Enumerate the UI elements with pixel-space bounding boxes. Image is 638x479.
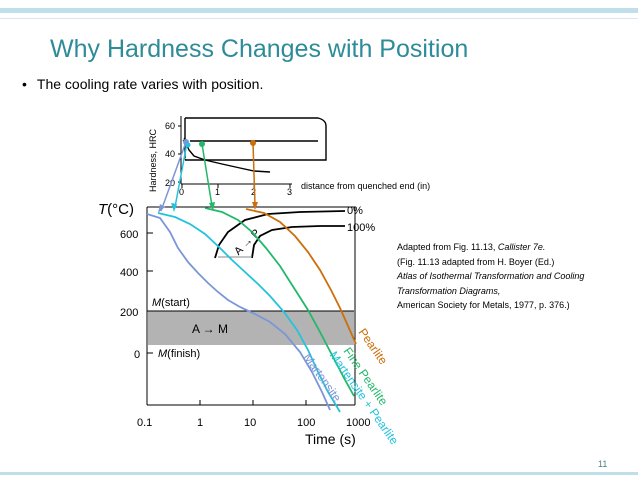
hardness-plot: 60 40 20 0 1 2 3 Hardness, HRC distance … (148, 116, 430, 197)
top-rule (0, 8, 638, 13)
point-fine-pearlite (199, 141, 205, 147)
ttt-ytick: 200 (120, 307, 138, 319)
m-start-label: M(start) (152, 297, 190, 309)
point-pearlite (250, 140, 256, 146)
bullet-dot-icon: • (22, 76, 27, 92)
ttt-ytick: 600 (120, 229, 138, 241)
bullet-item: • The cooling rate varies with position. (22, 76, 263, 92)
hardness-x-label: distance from quenched end (in) (301, 181, 430, 191)
slide-title: Why Hardness Changes with Position (50, 35, 469, 63)
start-curve-0pct (214, 210, 346, 259)
a-to-m-label: A → M (192, 322, 228, 336)
ttt-ytick: 400 (120, 267, 138, 279)
ttt-xtick: 10 (244, 417, 256, 429)
ttt-xtick: 1000 (346, 417, 370, 429)
arrow-fine-pearlite (201, 143, 213, 207)
ttt-ytick: 0 (134, 349, 140, 361)
hardness-xtick: 1 (215, 187, 220, 197)
martensite-curve (146, 213, 331, 411)
hardness-ytick: 20 (165, 178, 175, 188)
ttt-x-label: Time (s) (305, 431, 356, 447)
figure-credit: Adapted from Fig. 11.13, Callister 7e. (… (397, 242, 585, 311)
a-to-p-label: A → P (232, 227, 263, 258)
page-number: 11 (598, 459, 608, 469)
arrow-pearlite (252, 142, 256, 206)
hardness-xtick: 2 (251, 187, 256, 197)
m-finish-label: M(finish) (158, 348, 200, 360)
hardness-y-label: Hardness, HRC (148, 128, 158, 192)
top-rule-thin (0, 18, 638, 19)
ttt-xtick: 1 (197, 417, 203, 429)
hardness-xtick: 0 (179, 187, 184, 197)
finish-curve-100pct (251, 225, 345, 259)
hardness-ytick: 60 (165, 121, 175, 131)
point-martensite-pearlite (185, 142, 191, 148)
bullet-text: The cooling rate varies with position. (36, 76, 264, 92)
ttt-y-label: T(°C) (98, 201, 134, 218)
zero-percent-label: 0% (347, 205, 363, 217)
arrow-martensite-pearlite (174, 142, 188, 208)
hardness-ytick: 40 (165, 149, 175, 159)
pearlite-curve (245, 208, 357, 345)
ttt-plot: A → M T(°C) 600 400 200 0 0.1 1 10 100 1… (98, 139, 402, 447)
jominy-bar (184, 117, 327, 161)
ttt-xtick: 0.1 (137, 417, 152, 429)
ttt-xtick: 100 (297, 417, 315, 429)
bottom-rule (0, 472, 638, 475)
fine-pearlite-curve (204, 207, 355, 397)
martensite-pearlite-curve (157, 212, 341, 413)
hardness-xtick: 3 (287, 187, 292, 197)
a-to-m-band (148, 311, 354, 345)
arrow-martensite (160, 141, 187, 212)
hardness-curve (182, 139, 271, 173)
hundred-percent-label: 100% (347, 222, 375, 234)
